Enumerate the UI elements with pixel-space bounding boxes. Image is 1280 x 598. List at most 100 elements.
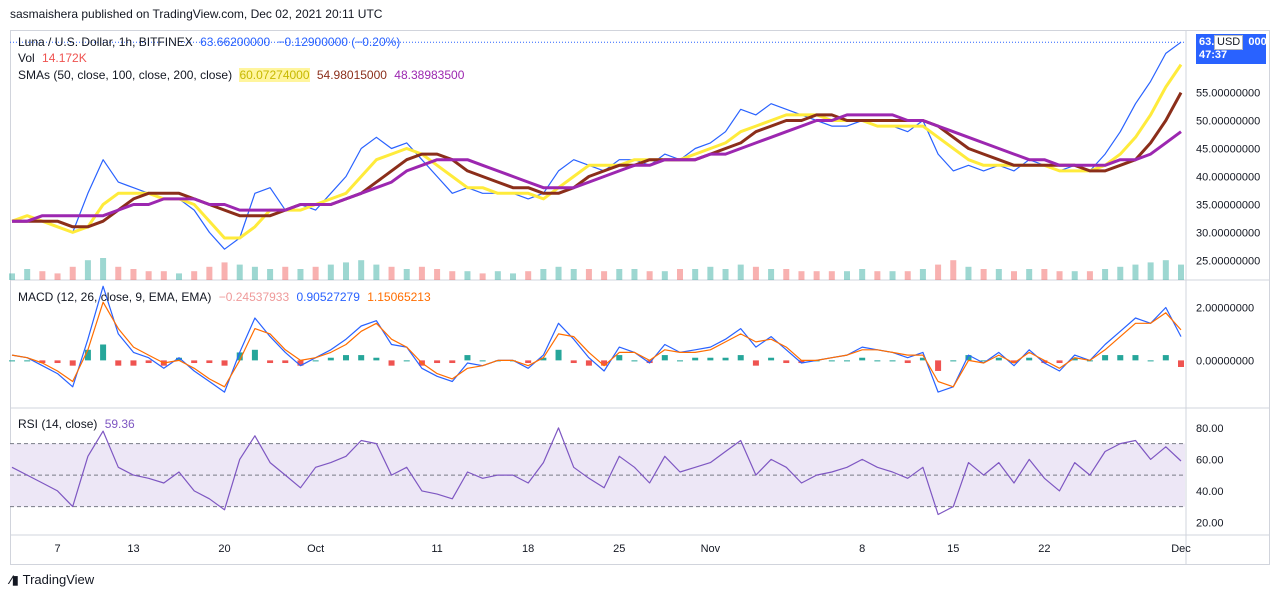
macd-histogram-bar [798, 360, 805, 364]
chart-frame[interactable] [10, 30, 1270, 565]
macd-legend: MACD (12, 26, close, 9, EMA, EMA) −0.245… [18, 290, 435, 304]
macd-histogram-bar [525, 360, 532, 364]
macd-histogram-bar [1071, 357, 1078, 361]
tradingview-logo[interactable]: ⁄▮ TradingView [10, 572, 94, 587]
macd-histogram-bar [935, 360, 942, 371]
macd-histogram-bar [1162, 355, 1169, 361]
macd-hist-value: −0.24537933 [218, 290, 290, 304]
macd-value: 0.90527279 [296, 290, 360, 304]
macd-histogram-bar [176, 357, 182, 361]
macd-histogram-bar [950, 360, 957, 362]
macd-signal-value: 1.15065213 [367, 290, 431, 304]
macd-histogram-bar [631, 360, 638, 362]
macd-histogram-bar [449, 360, 456, 364]
volume-bar [282, 266, 289, 280]
symbol-label[interactable]: Luna / U.S. Dollar, 1h, BITFINEX [18, 35, 193, 49]
y-tick-label: 35.00000000 [1196, 199, 1260, 211]
macd-histogram-bar [980, 360, 987, 362]
rsi-label[interactable]: RSI (14, close) [18, 417, 98, 431]
volume-bar [752, 266, 759, 280]
macd-histogram-bar [737, 355, 744, 361]
volume-bar [160, 271, 167, 280]
macd-histogram-bar [1147, 360, 1154, 362]
sma-label[interactable]: SMAs (50, close, 100, close, 200, close) [18, 68, 233, 82]
macd-histogram-bar [39, 360, 46, 364]
volume-bar [54, 273, 61, 280]
macd-histogram-bar [251, 349, 258, 361]
sma200-value: 48.38983500 [394, 68, 465, 82]
volume-bar [1071, 271, 1078, 280]
volume-bar [585, 269, 592, 280]
y-tick-label: 2.00000000 [1196, 302, 1254, 314]
volume-bar [555, 266, 562, 280]
volume-label[interactable]: Vol [18, 51, 35, 65]
macd-histogram-bar [388, 360, 395, 366]
macd-histogram-bar [24, 360, 31, 362]
macd-histogram-bar [206, 360, 213, 364]
macd-histogram-bar [69, 360, 76, 366]
macd-histogram-bar [373, 357, 380, 361]
macd-histogram-bar [601, 360, 608, 366]
macd-histogram-bar [403, 360, 410, 362]
sma200-series-line [12, 113, 1182, 223]
volume-value: 14.172K [42, 51, 87, 65]
volume-bar [783, 269, 790, 280]
bar-countdown: 47:37 [1199, 49, 1228, 61]
volume-bar [494, 271, 501, 280]
volume-bar [616, 269, 623, 280]
volume-bar [768, 269, 775, 280]
macd-histogram-bar [661, 355, 668, 361]
macd-histogram-bar [1056, 360, 1063, 364]
y-tick-label: 40.00 [1196, 486, 1224, 498]
volume-bar [798, 271, 805, 280]
y-tick-label: 20.00 [1196, 517, 1224, 529]
macd-histogram-bar [54, 360, 61, 364]
x-tick-label: 15 [947, 543, 959, 555]
volume-bar [236, 264, 243, 280]
sma-legend: SMAs (50, close, 100, close, 200, close)… [18, 68, 468, 82]
macd-histogram-bar [919, 357, 926, 361]
currency-badge[interactable]: USD [1214, 35, 1244, 50]
volume-bar [980, 269, 987, 280]
price-series-line [11, 41, 1182, 250]
macd-histogram-bar [570, 360, 577, 364]
volume-bar [950, 260, 957, 280]
macd-histogram-bar [434, 360, 441, 364]
x-tick-label: Oct [307, 543, 324, 555]
volume-bar [327, 264, 334, 280]
macd-histogram-bar [1011, 360, 1017, 364]
volume-bar [130, 269, 137, 280]
macd-histogram-bar [297, 360, 304, 366]
volume-bar [601, 271, 608, 280]
volume-bar [540, 269, 547, 280]
sma100-series-line [12, 91, 1183, 229]
macd-histogram-bar [145, 360, 152, 364]
volume-bar [449, 271, 456, 280]
volume-bar [221, 262, 228, 280]
x-tick-label: 11 [431, 543, 442, 555]
x-tick-label: 13 [127, 543, 139, 555]
y-tick-label: 50.00000000 [1196, 116, 1260, 128]
volume-bar [722, 269, 729, 280]
macd-histogram-bar [1117, 355, 1124, 361]
volume-bar [692, 269, 699, 280]
macd-histogram-bar [844, 360, 850, 362]
brand-name: TradingView [22, 572, 95, 587]
volume-bar [1162, 260, 1169, 280]
volume-bar [935, 264, 942, 280]
x-tick-label: Nov [701, 543, 721, 555]
y-tick-label: 40.00000000 [1196, 171, 1260, 183]
volume-bar [479, 273, 486, 280]
macd-histogram-bar [677, 360, 683, 362]
macd-histogram-bar [783, 360, 790, 364]
macd-histogram-bar [236, 352, 243, 361]
macd-histogram-bar [965, 355, 972, 361]
macd-histogram-bar [555, 349, 562, 361]
volume-bar [874, 271, 881, 280]
volume-bar [115, 266, 122, 280]
macd-label[interactable]: MACD (12, 26, close, 9, EMA, EMA) [18, 290, 212, 304]
macd-histogram-bar [616, 355, 623, 361]
macd-histogram-bar [828, 360, 835, 362]
rsi-band [10, 443, 1185, 507]
